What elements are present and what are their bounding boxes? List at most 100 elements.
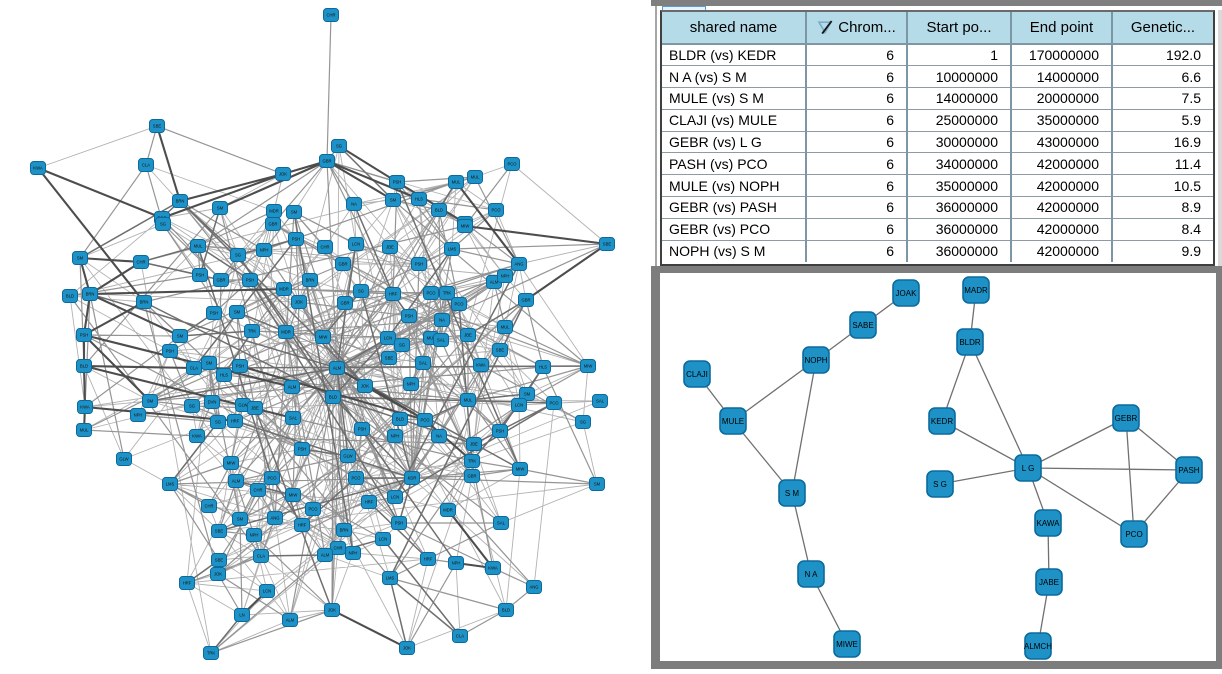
svg-text:SBE: SBE bbox=[496, 348, 505, 353]
svg-text:LCN: LCN bbox=[263, 589, 271, 594]
svg-text:SM: SM bbox=[147, 399, 154, 404]
svg-text:MIW: MIW bbox=[584, 364, 593, 369]
svg-text:MDR: MDR bbox=[279, 287, 289, 292]
svg-text:PSH: PSH bbox=[292, 237, 301, 242]
svg-text:SG: SG bbox=[160, 222, 166, 227]
svg-text:JOK: JOK bbox=[403, 646, 411, 651]
svg-text:L G: L G bbox=[1022, 464, 1035, 473]
svg-text:HRF: HRF bbox=[389, 292, 398, 297]
svg-text:LMS: LMS bbox=[166, 482, 175, 487]
svg-text:KWA: KWA bbox=[476, 363, 486, 368]
svg-text:MULE: MULE bbox=[722, 417, 744, 426]
svg-text:CLA: CLA bbox=[456, 634, 464, 639]
svg-text:GBR: GBR bbox=[216, 278, 225, 283]
svg-text:PCO: PCO bbox=[420, 418, 430, 423]
svg-text:SBE: SBE bbox=[385, 356, 394, 361]
svg-text:GLW: GLW bbox=[238, 403, 247, 408]
svg-text:SM: SM bbox=[234, 310, 241, 315]
svg-text:JOK: JOK bbox=[279, 172, 287, 177]
svg-text:CLA: CLA bbox=[142, 163, 150, 168]
svg-text:HRF: HRF bbox=[231, 419, 240, 424]
svg-text:MIWE: MIWE bbox=[836, 640, 858, 649]
svg-text:SG: SG bbox=[580, 420, 586, 425]
svg-text:PASH: PASH bbox=[1178, 466, 1199, 475]
svg-text:TRK: TRK bbox=[443, 291, 452, 296]
svg-text:CHR: CHR bbox=[333, 546, 342, 551]
svg-text:NPH: NPH bbox=[407, 382, 416, 387]
svg-text:PSH: PSH bbox=[496, 429, 505, 434]
svg-text:HLS: HLS bbox=[539, 365, 547, 370]
svg-text:CHR: CHR bbox=[326, 13, 335, 18]
svg-text:JOK: JOK bbox=[361, 384, 369, 389]
svg-text:HLS: HLS bbox=[220, 373, 228, 378]
svg-text:SG: SG bbox=[235, 253, 241, 258]
svg-text:MUL: MUL bbox=[471, 175, 481, 180]
svg-text:JABE: JABE bbox=[1039, 578, 1059, 587]
svg-text:BLD: BLD bbox=[396, 417, 404, 422]
svg-text:LCN: LCN bbox=[352, 242, 360, 247]
svg-text:BRN: BRN bbox=[140, 300, 149, 305]
svg-text:GLW: GLW bbox=[343, 454, 352, 459]
svg-text:BRN: BRN bbox=[340, 528, 349, 533]
svg-text:LMS: LMS bbox=[448, 247, 457, 252]
svg-text:DVN: DVN bbox=[208, 400, 217, 405]
svg-text:CHR: CHR bbox=[136, 260, 145, 265]
svg-text:PCO: PCO bbox=[549, 401, 559, 406]
svg-text:JOAK: JOAK bbox=[896, 289, 918, 298]
svg-text:ANG: ANG bbox=[529, 585, 538, 590]
svg-text:SBE: SBE bbox=[215, 558, 224, 563]
svg-text:SM: SM bbox=[77, 256, 84, 261]
svg-text:SM: SM bbox=[206, 361, 213, 366]
svg-text:NPH: NPH bbox=[250, 533, 259, 538]
svg-text:PSH: PSH bbox=[358, 427, 367, 432]
svg-text:NPH: NPH bbox=[452, 561, 461, 566]
svg-text:TRK: TRK bbox=[248, 329, 257, 334]
svg-text:LMS: LMS bbox=[386, 576, 395, 581]
svg-text:SBE: SBE bbox=[603, 242, 612, 247]
svg-text:PCO: PCO bbox=[267, 476, 277, 481]
svg-text:CLAJI: CLAJI bbox=[686, 370, 708, 379]
svg-text:ALM: ALM bbox=[288, 385, 297, 390]
svg-text:SBE: SBE bbox=[215, 529, 224, 534]
svg-text:PSH: PSH bbox=[393, 180, 402, 185]
svg-text:CLA: CLA bbox=[257, 554, 265, 559]
svg-text:GBR: GBR bbox=[338, 262, 347, 267]
svg-text:KEDR: KEDR bbox=[931, 417, 953, 426]
svg-text:LCN: LCN bbox=[515, 403, 523, 408]
svg-text:NPH: NPH bbox=[134, 413, 143, 418]
svg-text:PSH: PSH bbox=[405, 314, 414, 319]
svg-text:JOK: JOK bbox=[295, 300, 303, 305]
svg-text:ALMCH: ALMCH bbox=[1024, 642, 1052, 651]
svg-text:JOK: JOK bbox=[214, 572, 222, 577]
svg-text:GBR: GBR bbox=[521, 298, 530, 303]
svg-text:BLD: BLD bbox=[80, 364, 88, 369]
svg-text:PCO: PCO bbox=[507, 162, 517, 167]
svg-text:MUL: MUL bbox=[452, 180, 462, 185]
svg-text:LCN: LCN bbox=[384, 336, 392, 341]
svg-text:PSH: PSH bbox=[166, 349, 175, 354]
svg-text:GBR: GBR bbox=[340, 301, 349, 306]
svg-text:BRN: BRN bbox=[86, 292, 95, 297]
svg-text:GBR: GBR bbox=[322, 159, 331, 164]
svg-text:MUL: MUL bbox=[427, 336, 437, 341]
svg-text:NPH: NPH bbox=[391, 434, 400, 439]
svg-text:HRF: HRF bbox=[298, 523, 307, 528]
svg-text:BLD: BLD bbox=[435, 208, 443, 213]
svg-text:CHR: CHR bbox=[253, 488, 262, 493]
svg-text:GBR: GBR bbox=[467, 474, 476, 479]
svg-text:BLDR: BLDR bbox=[959, 338, 981, 347]
svg-text:S M: S M bbox=[785, 489, 800, 498]
svg-text:SG: SG bbox=[189, 404, 195, 409]
svg-text:ALM: ALM bbox=[321, 553, 330, 558]
svg-text:CHR: CHR bbox=[204, 504, 213, 509]
svg-text:ALM: ALM bbox=[333, 366, 342, 371]
svg-text:KWA: KWA bbox=[33, 166, 43, 171]
svg-text:HLS: HLS bbox=[415, 197, 423, 202]
svg-text:PCO: PCO bbox=[454, 302, 464, 307]
svg-text:JOK: JOK bbox=[328, 608, 336, 613]
svg-text:SM: SM bbox=[291, 210, 298, 215]
svg-text:SM: SM bbox=[524, 392, 531, 397]
svg-text:PSH: PSH bbox=[210, 311, 219, 316]
svg-text:NA: NA bbox=[439, 318, 445, 323]
svg-text:MDR: MDR bbox=[281, 330, 291, 335]
